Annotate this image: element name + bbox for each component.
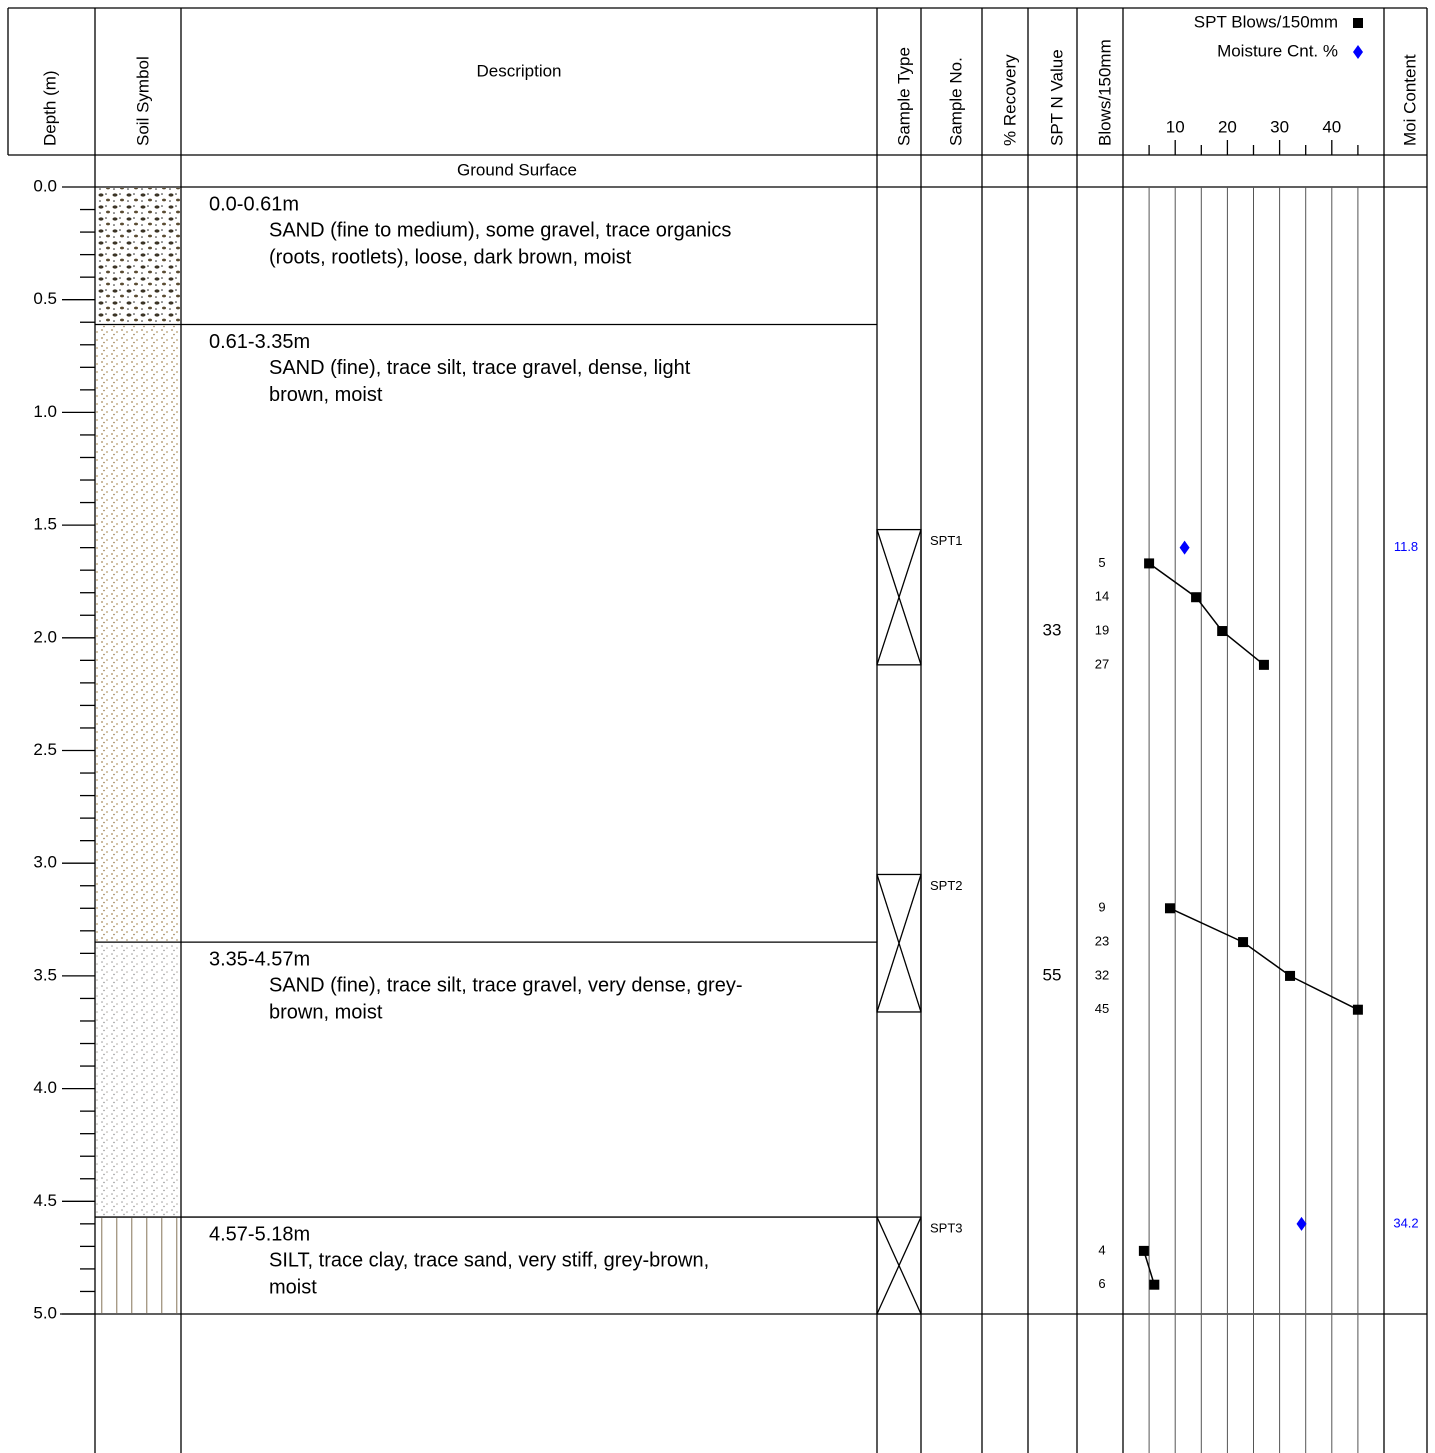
blows-point: [1285, 971, 1295, 981]
blows-label: 45: [1095, 1001, 1109, 1016]
spt-n-value: 55: [1043, 965, 1062, 984]
sample-number: SPT3: [930, 1221, 963, 1236]
plot-tick-label: 40: [1322, 117, 1341, 136]
blows-point: [1238, 937, 1248, 947]
moisture-label: 34.2: [1393, 1215, 1418, 1230]
sample-number: SPT1: [930, 533, 963, 548]
depth-label: 4.5: [33, 1191, 57, 1210]
soil-symbol: [96, 1218, 180, 1313]
blows-point: [1191, 592, 1201, 602]
legend-label: Moisture Cnt. %: [1217, 41, 1338, 60]
header: Soil Symbol: [133, 56, 152, 146]
header: Description: [476, 61, 561, 80]
blows-label: 27: [1095, 656, 1109, 671]
depth-label: 2.0: [33, 627, 57, 646]
header: % Recovery: [1000, 54, 1019, 146]
layer-range: 0.0-0.61m: [209, 193, 299, 215]
header: Depth (m): [40, 70, 59, 146]
page: Depth (m) Soil Symbol Description Sample…: [0, 0, 1435, 1453]
blows-label: 6: [1098, 1276, 1105, 1291]
depth-label: 5.0: [33, 1303, 57, 1322]
layer-range: 0.61-3.35m: [209, 331, 310, 353]
depth-label: 0.5: [33, 289, 57, 308]
blows-label: 4: [1098, 1242, 1105, 1257]
layer-description: brown, moist: [269, 1001, 383, 1023]
layer-description: brown, moist: [269, 384, 383, 406]
plot-tick-label: 30: [1270, 117, 1289, 136]
layer-description: SAND (fine), trace silt, trace gravel, v…: [269, 974, 743, 996]
layer-range: 4.57-5.18m: [209, 1223, 310, 1245]
depth-label: 4.0: [33, 1078, 57, 1097]
depth-label: 1.5: [33, 515, 57, 534]
soil-symbol: [96, 325, 180, 941]
moisture-point: [1180, 541, 1190, 555]
ground-surface: Ground Surface: [457, 160, 577, 179]
header: Blows/150mm: [1095, 39, 1114, 146]
legend-marker: [1353, 45, 1363, 59]
blows-point: [1217, 626, 1227, 636]
blows-point: [1149, 1280, 1159, 1290]
plot-tick-label: 20: [1218, 117, 1237, 136]
blows-line: [1149, 563, 1264, 664]
depth-label: 3.5: [33, 965, 57, 984]
borehole-log: Depth (m) Soil Symbol Description Sample…: [0, 0, 1435, 1453]
blows-point: [1139, 1246, 1149, 1256]
moisture-point: [1297, 1217, 1307, 1231]
plot-tick-label: 10: [1166, 117, 1185, 136]
header: Sample Type: [894, 47, 913, 146]
layer-range: 3.35-4.57m: [209, 948, 310, 970]
layer-description: moist: [269, 1276, 317, 1298]
blows-label: 14: [1095, 589, 1109, 604]
layer-description: (roots, rootlets), loose, dark brown, mo…: [269, 246, 632, 268]
blows-label: 19: [1095, 622, 1109, 637]
depth-label: 0.0: [33, 176, 57, 195]
header: Sample No.: [946, 57, 965, 146]
blows-point: [1144, 558, 1154, 568]
blows-label: 9: [1098, 900, 1105, 915]
blows-label: 5: [1098, 555, 1105, 570]
blows-label: 32: [1095, 967, 1109, 982]
depth-label: 1.0: [33, 402, 57, 421]
spt-n-value: 33: [1043, 621, 1062, 640]
layer-description: SILT, trace clay, trace sand, very stiff…: [269, 1249, 709, 1271]
depth-label: 3.0: [33, 853, 57, 872]
soil-symbol: [96, 188, 180, 323]
blows-label: 23: [1095, 934, 1109, 949]
blows-point: [1353, 1005, 1363, 1015]
blows-point: [1259, 660, 1269, 670]
sample-number: SPT2: [930, 878, 963, 893]
header: SPT N Value: [1047, 49, 1066, 146]
blows-line: [1170, 908, 1358, 1009]
blows-point: [1165, 903, 1175, 913]
moisture-label: 11.8: [1394, 539, 1418, 554]
layer-description: SAND (fine), trace silt, trace gravel, d…: [269, 357, 691, 379]
soil-symbol: [96, 943, 180, 1216]
legend-marker: [1353, 18, 1363, 28]
header: Moi Content: [1400, 54, 1419, 146]
depth-label: 2.5: [33, 740, 57, 759]
layer-description: SAND (fine to medium), some gravel, trac…: [269, 219, 731, 241]
legend-label: SPT Blows/150mm: [1194, 12, 1338, 31]
